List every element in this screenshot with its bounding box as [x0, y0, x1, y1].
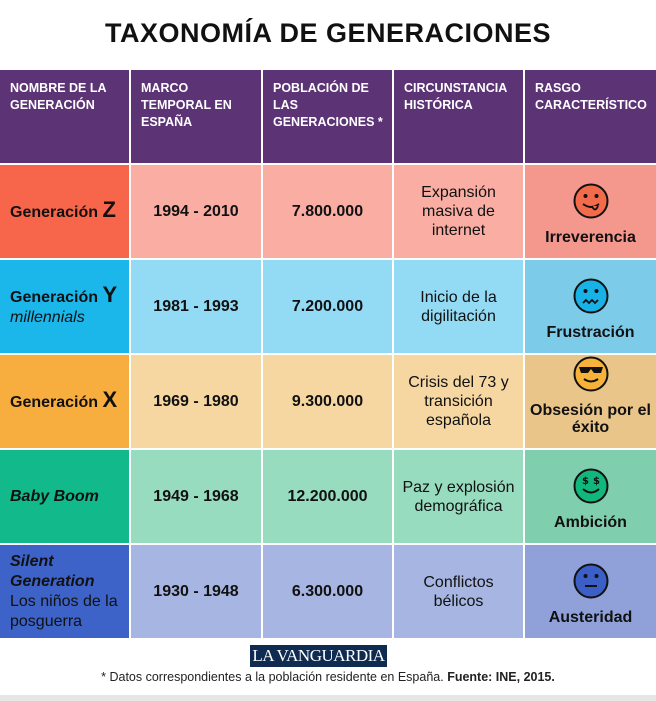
brand-logo: LA VANGUARDIA [250, 645, 387, 667]
trait: $ $ Ambición [525, 450, 656, 545]
population: 6.300.000 [263, 545, 394, 640]
header-circumstance: CIRCUNSTANCIA HISTÓRICA [394, 70, 525, 165]
circumstance: Expansión masiva de internet [394, 165, 525, 260]
population: 12.200.000 [263, 450, 394, 545]
circumstance: Inicio de la digilitación [394, 260, 525, 355]
sunglasses-face-icon [573, 356, 608, 392]
table-row: Baby Boom 1949 - 1968 12.200.000 Paz y e… [0, 450, 656, 545]
money-eyes-face-icon: $ $ [573, 468, 608, 504]
generation-name: Generación X [0, 355, 131, 450]
population: 7.800.000 [263, 165, 394, 260]
trait: Irreverencia [525, 165, 656, 260]
header-trait: RASGO CARACTERÍSTICO [525, 70, 656, 165]
period: 1949 - 1968 [131, 450, 263, 545]
tongue-face-icon [573, 183, 608, 219]
period: 1994 - 2010 [131, 165, 263, 260]
header-population: POBLACIÓN DE LAS GENERACIONES * [263, 70, 394, 165]
generation-name: Generación Z [0, 165, 131, 260]
period: 1930 - 1948 [131, 545, 263, 640]
trait: Obsesión por el éxito [525, 355, 656, 450]
table-row: Silent Generation Los niños de la posguer… [0, 545, 656, 640]
worried-face-icon [573, 278, 608, 314]
header-period: MARCO TEMPORAL EN ESPAÑA [131, 70, 263, 165]
circumstance: Paz y explosión demográfica [394, 450, 525, 545]
header-name: NOMBRE DE LA GENERACIÓN [0, 70, 131, 165]
svg-text:$: $ [582, 476, 589, 487]
table-row: Generación X 1969 - 1980 9.300.000 Crisi… [0, 355, 656, 450]
population: 9.300.000 [263, 355, 394, 450]
bottom-divider [0, 695, 656, 701]
trait: Austeridad [525, 545, 656, 640]
generation-name: Silent Generation Los niños de la posguer… [0, 545, 131, 640]
svg-text:$: $ [593, 476, 600, 487]
circumstance: Crisis del 73 y transición española [394, 355, 525, 450]
period: 1969 - 1980 [131, 355, 263, 450]
period: 1981 - 1993 [131, 260, 263, 355]
table-header-row: NOMBRE DE LA GENERACIÓN MARCO TEMPORAL E… [0, 70, 656, 165]
trait: Frustración [525, 260, 656, 355]
footnote: * Datos correspondientes a la población … [101, 670, 555, 684]
page-title: TAXONOMÍA DE GENERACIONES [104, 18, 552, 48]
circumstance: Conflictos bélicos [394, 545, 525, 640]
generations-table: NOMBRE DE LA GENERACIÓN MARCO TEMPORAL E… [0, 70, 656, 640]
population: 7.200.000 [263, 260, 394, 355]
table-row: Generación Z 1994 - 2010 7.800.000 Expan… [0, 165, 656, 260]
neutral-face-icon [573, 563, 608, 599]
generation-name: Baby Boom [0, 450, 131, 545]
